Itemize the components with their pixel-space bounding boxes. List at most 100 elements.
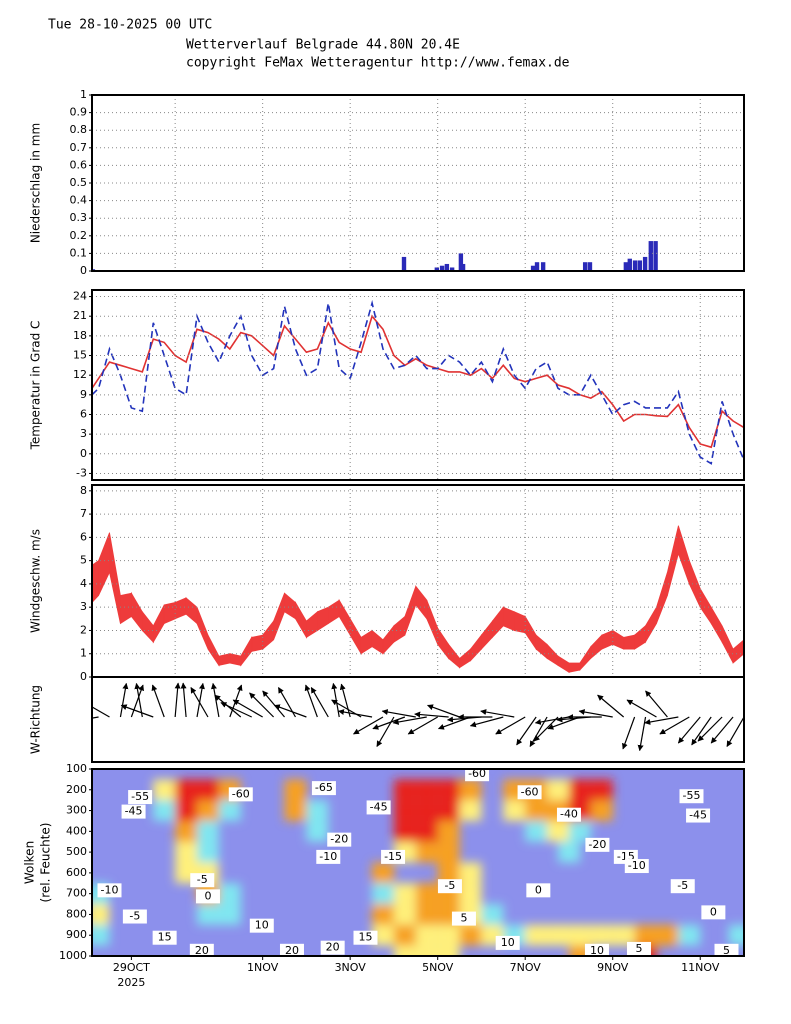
precip-bar bbox=[534, 262, 540, 271]
wind-arrow bbox=[353, 716, 384, 735]
humidity-cell bbox=[218, 904, 241, 925]
wind-band bbox=[141, 610, 154, 644]
wind-arrow bbox=[92, 716, 99, 719]
humidity-cell bbox=[415, 904, 438, 925]
contour-label-bg bbox=[626, 941, 651, 956]
wind-band bbox=[678, 525, 690, 585]
humidity-cell bbox=[393, 820, 416, 842]
contour-label-bg bbox=[353, 930, 378, 945]
y-tick-label: 0 bbox=[80, 264, 87, 277]
humidity-cell bbox=[393, 883, 416, 905]
humidity-cell bbox=[415, 800, 438, 821]
wind-band bbox=[251, 634, 264, 652]
humidity-cell bbox=[218, 883, 241, 905]
y-tick-label: 300 bbox=[66, 804, 87, 817]
humidity-cell bbox=[634, 924, 657, 946]
y-tick-label: 0.2 bbox=[70, 229, 88, 242]
wind-band bbox=[656, 572, 668, 624]
humidity-cell bbox=[558, 841, 580, 863]
contour-label-bg bbox=[249, 918, 274, 933]
wind-band bbox=[404, 586, 417, 636]
contour-label: -45 bbox=[125, 805, 143, 818]
y-tick-label: 2 bbox=[80, 623, 87, 636]
contour-label-bg bbox=[311, 781, 336, 796]
wind-arrow bbox=[392, 716, 427, 725]
humidity-cell bbox=[459, 924, 482, 946]
wind-arrow bbox=[516, 716, 537, 746]
humidity-cell bbox=[153, 779, 176, 801]
plot-frame bbox=[91, 289, 745, 481]
x-tick-sublabel: 2025 bbox=[117, 976, 145, 989]
wind-band bbox=[721, 625, 734, 664]
y-axis-label: Temperatur in Grad C bbox=[29, 321, 43, 451]
y-tick-label: 4 bbox=[80, 577, 87, 590]
wind-arrow bbox=[134, 682, 143, 718]
humidity-cell bbox=[284, 779, 307, 801]
humidity-cell bbox=[372, 924, 394, 946]
wind-arrow bbox=[626, 699, 657, 718]
humidity-cell bbox=[218, 800, 241, 821]
wind-band bbox=[262, 619, 275, 650]
wind-arrow bbox=[427, 704, 460, 718]
contour-label-bg bbox=[679, 789, 704, 804]
x-tick-label: 29OCT bbox=[113, 961, 150, 974]
contour-label: -5 bbox=[444, 879, 455, 892]
wind-band bbox=[415, 585, 428, 620]
plot-frame bbox=[91, 94, 745, 272]
contour-label: -60 bbox=[521, 785, 539, 798]
wind-band bbox=[502, 606, 515, 632]
y-tick-label: 24 bbox=[73, 290, 87, 303]
contour-label: 15 bbox=[358, 931, 372, 944]
wind-arrow bbox=[190, 687, 209, 718]
precip-bar bbox=[632, 260, 638, 271]
contour-label-bg bbox=[381, 849, 406, 864]
wind-arrow bbox=[273, 704, 307, 718]
wind-band bbox=[305, 610, 318, 639]
contour-label: 0 bbox=[204, 889, 211, 902]
wind-band bbox=[98, 532, 110, 596]
wind-arrow bbox=[407, 716, 438, 735]
wind-band bbox=[524, 615, 537, 651]
y-tick-label: 9 bbox=[80, 388, 87, 401]
humidity-cell bbox=[197, 800, 219, 821]
precip-bar bbox=[458, 253, 464, 271]
wind-band bbox=[371, 629, 384, 655]
wind-band bbox=[295, 601, 307, 639]
wind-arrow bbox=[304, 684, 318, 718]
humidity-cell bbox=[437, 779, 460, 801]
humidity-cell bbox=[437, 800, 460, 821]
humidity-cell bbox=[284, 800, 307, 821]
wind-arrow bbox=[622, 716, 636, 750]
y-axis-label: (rel. Feuchte) bbox=[39, 823, 53, 903]
wind-arrow bbox=[645, 690, 668, 718]
contour-label: 10 bbox=[590, 944, 604, 957]
forecast-date: Tue 28-10-2025 00 UTC bbox=[48, 18, 212, 33]
contour-label-bg bbox=[316, 849, 341, 864]
humidity-cell bbox=[175, 820, 198, 842]
wind-band bbox=[273, 593, 285, 640]
wind-arrow bbox=[597, 694, 625, 718]
plot-frame bbox=[91, 676, 745, 763]
contour-label: 5 bbox=[635, 942, 642, 955]
humidity-cell bbox=[568, 924, 591, 946]
wind-arrow bbox=[480, 709, 515, 718]
contour-label-bg bbox=[121, 804, 146, 819]
wind-arrow bbox=[92, 716, 93, 717]
humidity-cell bbox=[612, 924, 635, 946]
humidity-cell bbox=[197, 904, 219, 925]
precip-bar bbox=[582, 262, 588, 271]
humidity-cell bbox=[197, 820, 219, 842]
copyright: copyright FeMax Wetteragentur http://www… bbox=[186, 56, 570, 71]
humidity-cell bbox=[415, 841, 438, 863]
humidity-cell bbox=[525, 924, 548, 946]
precip-bar bbox=[648, 241, 653, 271]
contour-label: 20 bbox=[326, 941, 340, 954]
humidity-cell bbox=[568, 779, 591, 801]
humidity-cell bbox=[197, 841, 219, 863]
wind-arrow bbox=[578, 709, 613, 718]
wind-band bbox=[327, 599, 340, 625]
wind-band bbox=[163, 602, 176, 625]
y-tick-label: 600 bbox=[66, 866, 87, 879]
contour-label: -10 bbox=[319, 850, 337, 863]
wind-arrow bbox=[174, 682, 181, 718]
